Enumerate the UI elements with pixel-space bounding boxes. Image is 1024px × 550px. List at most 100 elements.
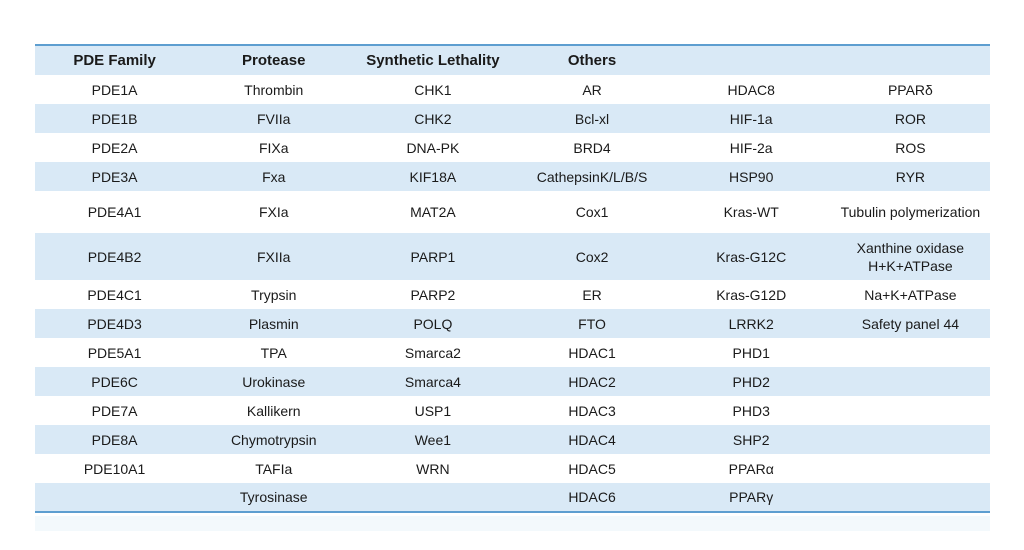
table-cell: RYR [895, 168, 926, 185]
table-cell: USP1 [414, 402, 452, 419]
table-bottom-band [35, 516, 990, 531]
pde-target-table: PDE Family Protease Synthetic Lethality Oth… [35, 44, 990, 513]
table-cell: Tyrosinase [239, 489, 308, 505]
table-cell: Xanthine oxidase H+K+ATPase [856, 239, 965, 274]
table-row: PDE6C Urokinase Smarca4 HDAC2 PHD2 [35, 367, 990, 396]
table-cell: PDE6C [91, 373, 138, 390]
table-cell: ROS [895, 139, 926, 156]
table-row: PDE7A Kallikern USP1 HDAC3 PHD3 [35, 396, 990, 425]
table-cell: HDAC1 [568, 344, 616, 361]
table-cell: FVIIa [257, 110, 291, 127]
table-row: PDE4C1 Trypsin PARP2 ER Kras-G12D Na+K+ATPase [35, 280, 990, 309]
table-cell: Chymotrypsin [230, 431, 317, 448]
table-cell: HDAC2 [568, 373, 616, 390]
table-cell: PDE4C1 [87, 286, 142, 303]
table-cell: PDE4A1 [87, 204, 142, 220]
table-cell [353, 483, 512, 512]
table-cell: Fxa [262, 168, 286, 185]
table-cell: Plasmin [248, 315, 299, 332]
table-cell: PPARγ [729, 489, 774, 505]
table-cell: HDAC5 [568, 460, 616, 477]
table-cell: DNA-PK [406, 139, 460, 156]
table-cell: HDAC3 [568, 402, 616, 419]
table-row: Tyrosinase HDAC6 PPARγ [35, 483, 990, 512]
table-cell: HIF-2a [729, 139, 773, 156]
table-cell [831, 367, 990, 396]
table-row: PDE1A Thrombin CHK1 AR HDAC8 PPARδ [35, 75, 990, 104]
table-cell: CHK2 [414, 110, 452, 127]
table-cell: BRD4 [573, 139, 611, 156]
table-row: PDE8A Chymotrypsin Wee1 HDAC4 SHP2 [35, 425, 990, 454]
table-cell: Thrombin [244, 81, 304, 98]
table-body: PDE1A Thrombin CHK1 AR HDAC8 PPARδ PDE1B FVIIa C… [35, 75, 990, 512]
table-cell [831, 396, 990, 425]
table-cell: TAFIa [255, 460, 293, 477]
table-cell [35, 483, 194, 512]
table-row: PDE10A1 TAFIa WRN HDAC5 PPARα [35, 454, 990, 483]
table-row: PDE4B2 FXIIa PARP1 Cox2 Kras-G12C Xanthine ox… [35, 233, 990, 280]
column-header: PDE Family [35, 45, 195, 75]
table-row: PDE1B FVIIa CHK2 Bcl-xl HIF-1a ROR [35, 104, 990, 133]
table-cell: PHD2 [732, 373, 770, 390]
table-cell: Kras-WT [723, 204, 779, 220]
table-cell: Trypsin [251, 286, 297, 303]
table-cell: ER [582, 286, 602, 303]
table-cell: FTO [578, 315, 606, 332]
table-cell: CHK1 [414, 81, 452, 98]
table-cell: Cox1 [575, 204, 609, 220]
column-header: Others [512, 45, 672, 75]
table-cell: Tubulin polymerization [840, 204, 981, 220]
table-cell: SHP2 [732, 431, 770, 448]
table-cell: Na+K+ATPase [864, 286, 957, 303]
table-cell: PDE7A [91, 402, 138, 419]
table-cell: PDE8A [91, 431, 138, 448]
table-cell [831, 425, 990, 454]
table-cell: Bcl-xl [574, 110, 610, 127]
table-cell: Smarca4 [404, 373, 461, 390]
table-cell: Cox2 [575, 248, 609, 265]
table-cell: ROR [894, 110, 926, 127]
data-table: PDE Family Protease Synthetic Lethality Oth… [35, 44, 990, 513]
table-cell: PDE2A [91, 139, 138, 156]
table-cell: WRN [416, 460, 450, 477]
table-cell [831, 454, 990, 483]
table-cell: PDE3A [91, 168, 138, 185]
table-cell: LRRK2 [728, 315, 774, 332]
table-cell: PDE4D3 [87, 315, 142, 332]
table-cell: FXIIa [257, 248, 291, 265]
table-cell: POLQ [413, 315, 453, 332]
table-cell: FXIa [258, 204, 289, 220]
table-cell: Kallikern [246, 402, 301, 419]
table-cell: PPARδ [887, 81, 933, 98]
table-row: PDE4D3 Plasmin POLQ FTO LRRK2 Safety panel 44 [35, 309, 990, 338]
table-cell: PARP1 [410, 248, 456, 265]
table-cell: PDE4B2 [87, 248, 142, 265]
table-cell: MAT2A [410, 204, 456, 220]
column-header: Synthetic Lethality [353, 45, 513, 75]
table-cell: Safety panel 44 [861, 315, 960, 332]
table-cell: PDE10A1 [83, 460, 146, 477]
table-cell: PDE5A1 [87, 344, 142, 361]
header-row: PDE Family Protease Synthetic Lethality Oth… [35, 45, 990, 75]
table-cell: PDE1A [91, 81, 138, 98]
table-cell: AR [582, 81, 602, 98]
table-cell [831, 483, 990, 512]
table-cell: PPARα [728, 460, 774, 477]
table-cell [831, 338, 990, 367]
table-cell: PHD1 [732, 344, 770, 361]
column-header-empty [671, 45, 831, 75]
table-cell: CathepsinK/L/B/S [536, 168, 648, 185]
table-row: PDE2A FIXa DNA-PK BRD4 HIF-2a ROS [35, 133, 990, 162]
table-row: PDE4A1 FXIa MAT2A Cox1 Kras-WT Tubulin polyme… [35, 191, 990, 233]
table-cell: PDE1B [91, 110, 138, 127]
table-cell: PHD3 [732, 402, 770, 419]
column-header-empty [830, 45, 990, 75]
table-cell: HSP90 [729, 168, 774, 185]
table-cell: KIF18A [409, 168, 457, 185]
column-header: Protease [194, 45, 354, 75]
table-cell: HDAC4 [568, 431, 616, 448]
table-cell: Kras-G12D [716, 286, 787, 303]
table-cell: HIF-1a [729, 110, 773, 127]
table-row: PDE5A1 TPA Smarca2 HDAC1 PHD1 [35, 338, 990, 367]
